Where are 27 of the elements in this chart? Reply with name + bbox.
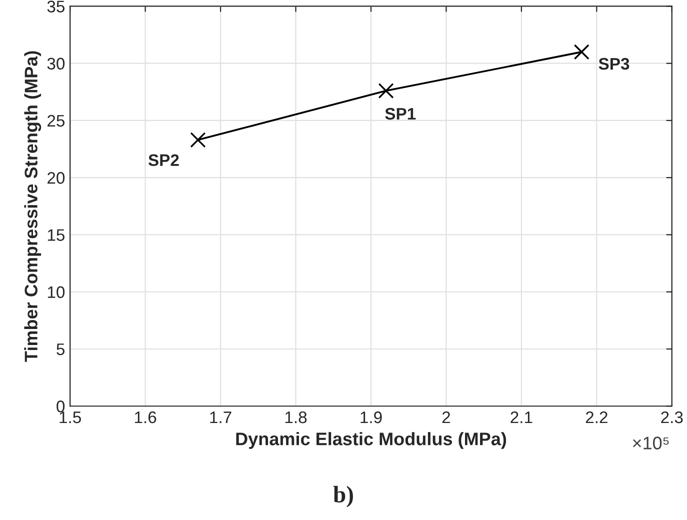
x-tick-label: 1.8 — [285, 411, 307, 424]
annotation: SP2 — [148, 154, 179, 166]
y-tick-label: 20 — [48, 172, 65, 184]
text: ×10⁵ — [632, 436, 669, 450]
y-tick-label: 10 — [48, 286, 65, 298]
text: b) — [333, 486, 353, 508]
x-tick-label: 1.6 — [134, 411, 156, 424]
x-tick-label: 2 — [442, 411, 450, 424]
x-axis-title: Dynamic Elastic Modulus (MPa) — [236, 432, 506, 449]
y-tick-label: 25 — [48, 114, 65, 127]
y-axis-title: Timber Compressive Strength (MPa) — [24, 51, 42, 362]
x-tick-label: 2.1 — [510, 411, 532, 424]
y-tick-label: 0 — [56, 400, 65, 412]
x-tick-label: 1.5 — [60, 412, 81, 424]
x-tick-label: 1.7 — [210, 412, 232, 424]
x-tick-label: 2.3 — [661, 411, 683, 424]
y-tick-label: 30 — [47, 58, 65, 70]
x-tick-label: 1.9 — [360, 411, 382, 424]
x-tick-label: 2.2 — [586, 411, 608, 424]
point — [378, 83, 394, 99]
point — [190, 132, 206, 148]
point — [574, 44, 590, 60]
y-tick-label: 15 — [48, 229, 65, 241]
y-tick-label: 5 — [56, 344, 65, 356]
annotation: SP1 — [385, 108, 416, 120]
annotation: SP3 — [598, 58, 630, 70]
y-tick-label: 35 — [47, 0, 65, 12]
